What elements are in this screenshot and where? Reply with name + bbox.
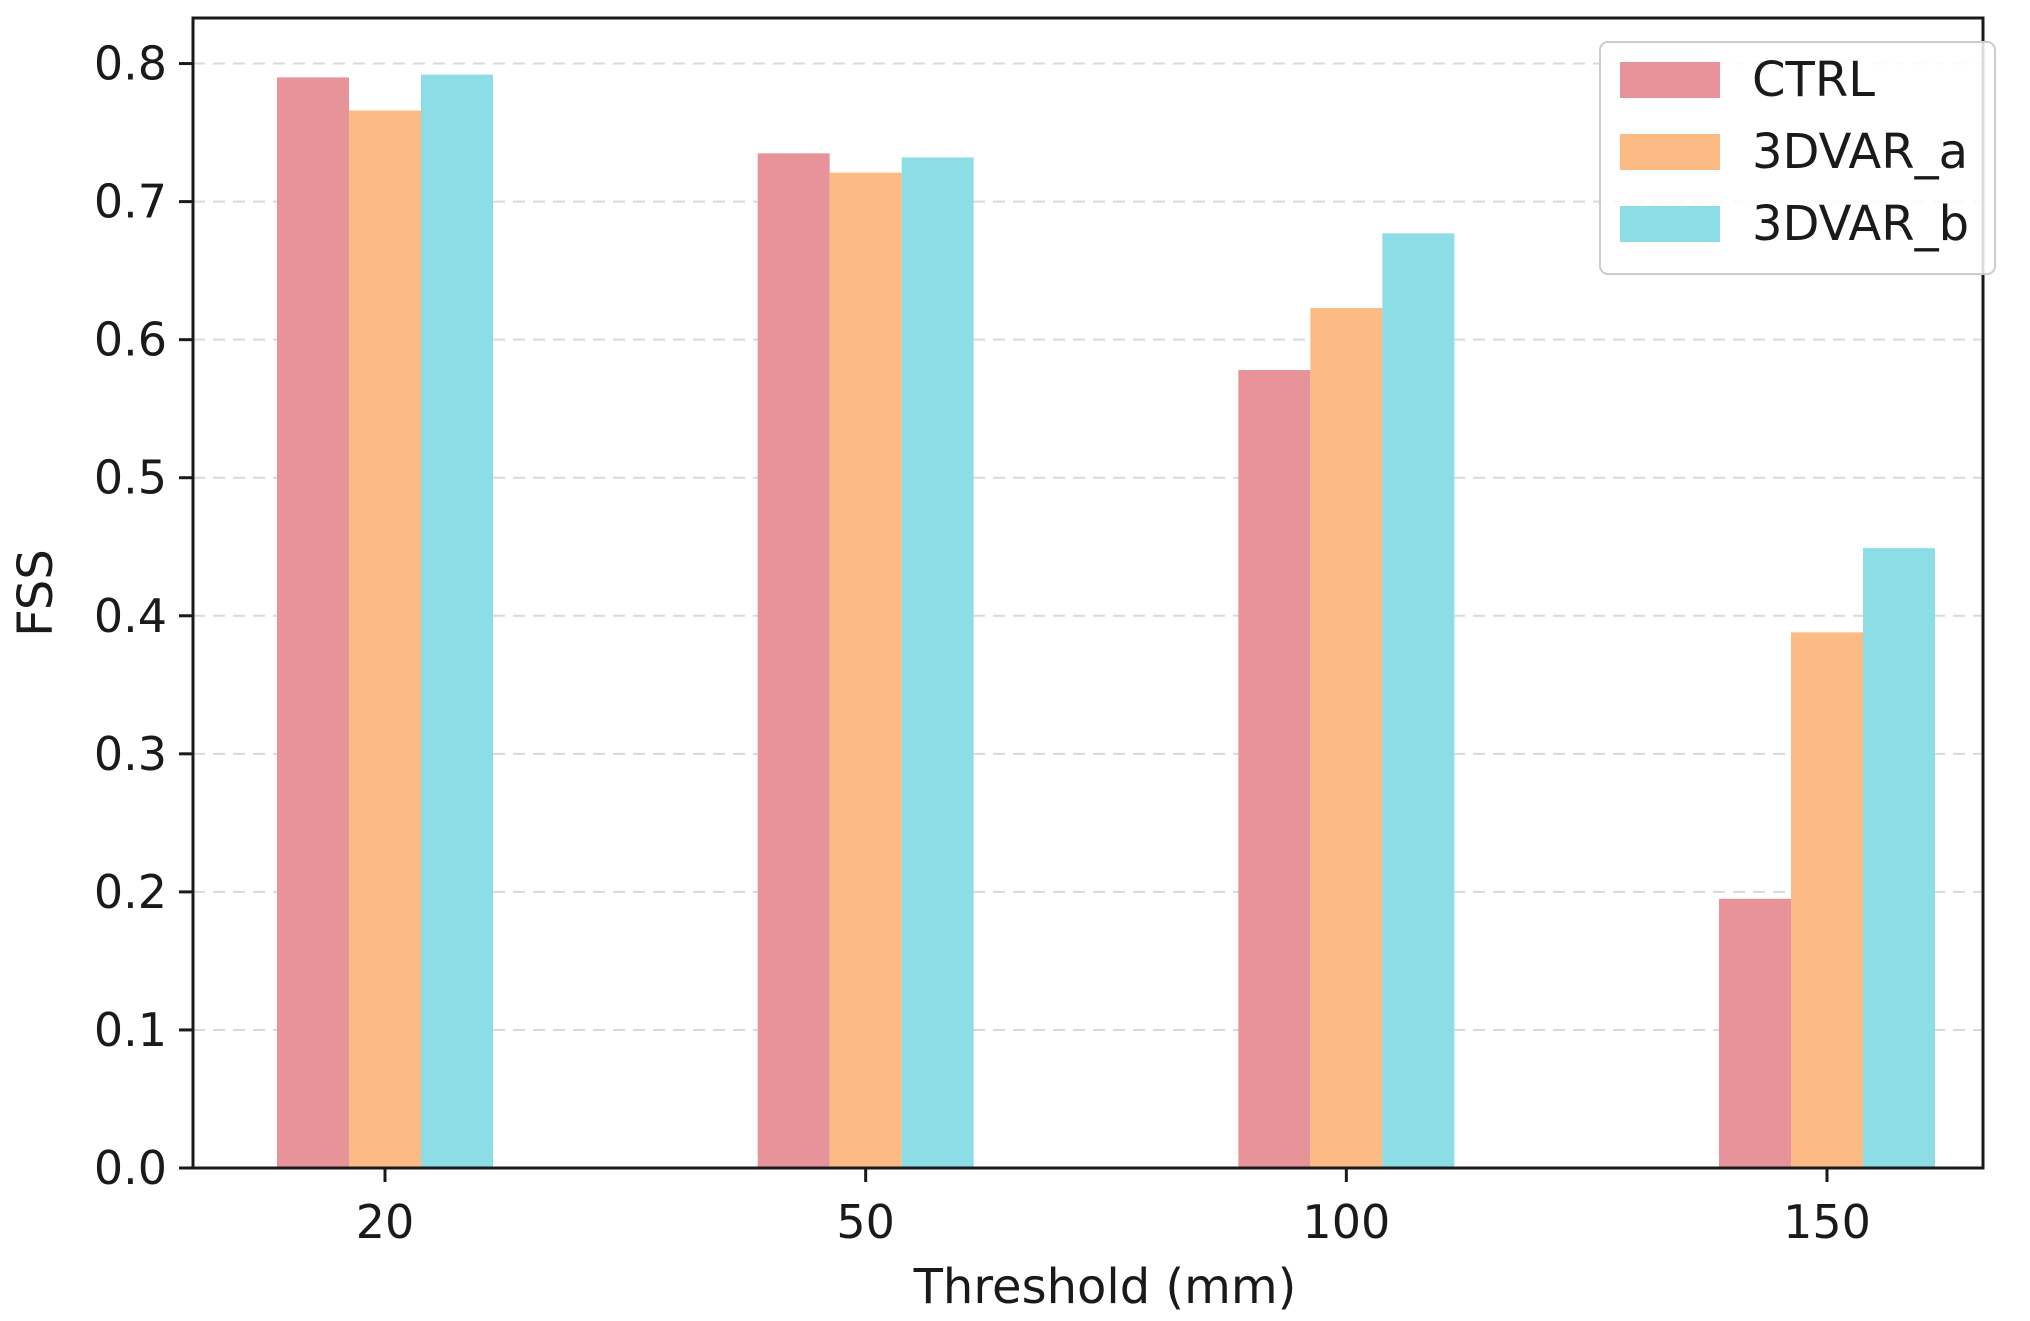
y-tick-label: 0.0 (94, 1141, 167, 1195)
legend-label-3dvar-b: 3DVAR_b (1752, 196, 1969, 252)
bar-ctrl-150 (1719, 898, 1791, 1168)
x-axis-ticks: 20 50 100 150 (356, 1168, 1871, 1249)
bar-3dvar-a-50 (829, 172, 902, 1169)
x-tick-label: 20 (356, 1195, 415, 1249)
bar-3dvar-a-20 (349, 110, 421, 1169)
y-tick-label: 0.2 (94, 865, 167, 919)
legend-swatch-3dvar-b (1620, 206, 1720, 242)
legend-label-ctrl: CTRL (1752, 52, 1875, 108)
bar-3dvar-b-150 (1863, 548, 1935, 1168)
y-axis-ticks: 0.0 0.1 0.2 0.3 0.4 0.5 0.6 0.7 0.8 (94, 37, 193, 1195)
bar-ctrl-20 (277, 77, 349, 1168)
bar-3dvar-b-100 (1382, 233, 1455, 1168)
y-tick-label: 0.6 (94, 313, 167, 367)
legend: CTRL 3DVAR_a 3DVAR_b (1599, 41, 1996, 275)
y-tick-label: 0.5 (94, 451, 167, 505)
x-tick-label: 150 (1783, 1195, 1871, 1249)
y-tick-label: 0.4 (94, 589, 167, 643)
bar-ctrl-100 (1238, 370, 1311, 1169)
y-tick-label: 0.8 (94, 37, 167, 91)
bar-3dvar-b-50 (901, 157, 974, 1168)
y-tick-label: 0.7 (94, 175, 167, 229)
y-tick-label: 0.3 (94, 727, 167, 781)
x-tick-label: 100 (1302, 1195, 1390, 1249)
bar-3dvar-b-20 (421, 74, 493, 1168)
bar-3dvar-a-150 (1791, 632, 1863, 1168)
bars (277, 74, 1935, 1169)
y-axis-label: FSS (8, 549, 64, 637)
legend-label-3dvar-a: 3DVAR_a (1752, 124, 1968, 180)
plot-frame (191, 16, 1985, 1170)
legend-swatch-3dvar-a (1620, 134, 1720, 170)
bar-ctrl-50 (757, 153, 830, 1168)
legend-swatch-ctrl (1620, 62, 1720, 98)
y-tick-label: 0.1 (94, 1003, 167, 1057)
x-tick-label: 50 (836, 1195, 895, 1249)
bar-3dvar-a-100 (1310, 307, 1383, 1168)
x-axis-label: Threshold (mm) (913, 1259, 1297, 1315)
